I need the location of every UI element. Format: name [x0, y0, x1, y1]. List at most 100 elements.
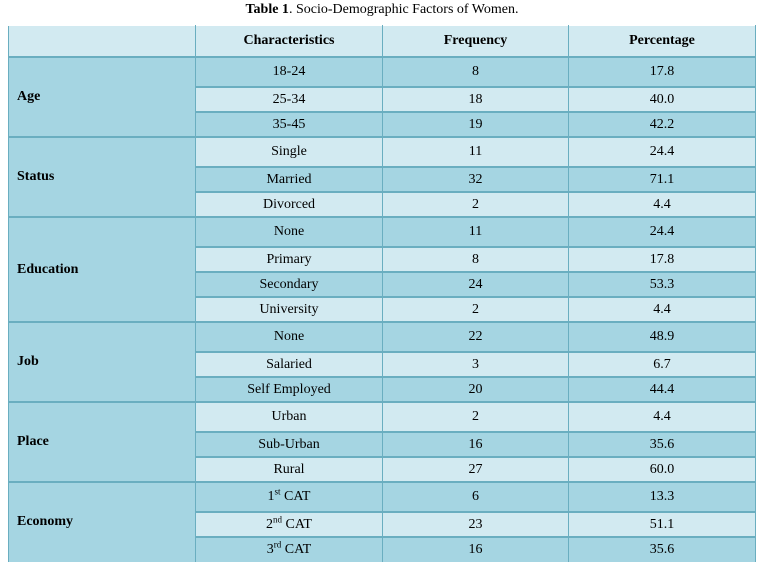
characteristic-cell: Secondary	[195, 271, 383, 298]
table-row: Salaried 3 6.7	[9, 351, 756, 378]
percentage-cell: 51.1	[568, 511, 756, 538]
characteristic-cell: Salaried	[195, 351, 383, 378]
table-body: Age 18-24 8 17.8 25-34 18 40.0 35-45 19 42.2 Statu…	[8, 56, 756, 563]
characteristic-cell: Sub-Urban	[195, 431, 383, 458]
characteristic-cell: 18-24	[195, 56, 383, 88]
group-label: Economy	[8, 481, 196, 563]
percentage-cell: 24.4	[568, 136, 756, 168]
percentage-cell: 17.8	[568, 56, 756, 88]
frequency-cell: 27	[382, 456, 569, 483]
table-row: Sub-Urban 16 35.6	[9, 431, 756, 458]
frequency-cell: 3	[382, 351, 569, 378]
characteristic-suffix-text: CAT	[282, 516, 312, 532]
demographics-table: Characteristics Frequency Percentage Age…	[8, 25, 756, 563]
header-characteristics: Characteristics	[195, 25, 383, 58]
group-label: Age	[8, 56, 196, 138]
table-row: Status Single 11 24.4	[8, 136, 756, 218]
frequency-cell: 16	[382, 536, 569, 563]
header-frequency: Frequency	[382, 25, 569, 58]
caption-text: . Socio-Demographic Factors of Women.	[288, 2, 519, 17]
frequency-cell: 22	[382, 321, 569, 353]
table-row: 2nd CAT 23 51.1	[9, 511, 756, 538]
table-row: University 2 4.4	[9, 296, 756, 323]
percentage-cell: 6.7	[568, 351, 756, 378]
percentage-cell: 42.2	[568, 111, 756, 138]
percentage-cell: 48.9	[568, 321, 756, 353]
percentage-cell: 4.4	[568, 401, 756, 433]
frequency-cell: 2	[382, 401, 569, 433]
frequency-cell: 23	[382, 511, 569, 538]
percentage-cell: 53.3	[568, 271, 756, 298]
characteristic-cell: 35-45	[195, 111, 383, 138]
percentage-cell: 4.4	[568, 296, 756, 323]
characteristic-cell: 3rd CAT	[195, 536, 383, 563]
table-row: Age 18-24 8 17.8	[8, 56, 756, 138]
percentage-cell: 4.4	[568, 191, 756, 218]
frequency-cell: 32	[382, 166, 569, 193]
characteristic-cell: 1st CAT	[195, 481, 383, 513]
percentage-cell: 60.0	[568, 456, 756, 483]
frequency-cell: 2	[382, 296, 569, 323]
percentage-cell: 35.6	[568, 431, 756, 458]
frequency-cell: 8	[382, 246, 569, 273]
percentage-cell: 35.6	[568, 536, 756, 563]
frequency-cell: 2	[382, 191, 569, 218]
ordinal-suffix: st	[274, 486, 281, 497]
characteristic-cell: Primary	[195, 246, 383, 273]
frequency-cell: 6	[382, 481, 569, 513]
percentage-cell: 24.4	[568, 216, 756, 248]
frequency-cell: 20	[382, 376, 569, 403]
characteristic-number: 3	[266, 541, 274, 557]
frequency-cell: 8	[382, 56, 569, 88]
frequency-cell: 19	[382, 111, 569, 138]
table-row: 35-45 19 42.2	[9, 111, 756, 138]
percentage-cell: 40.0	[568, 86, 756, 113]
header-percentage: Percentage	[568, 25, 756, 58]
table-row: 25-34 18 40.0	[9, 86, 756, 113]
characteristic-cell: Married	[195, 166, 383, 193]
characteristic-number: 1	[267, 489, 275, 504]
ordinal-suffix: nd	[273, 513, 283, 524]
header-blank	[8, 25, 196, 58]
frequency-cell: 11	[382, 216, 569, 248]
table-row: Place Urban 2 4.4	[8, 401, 756, 483]
table-row: Education None 11 24.4	[8, 216, 756, 323]
characteristic-cell: Single	[195, 136, 383, 168]
group-label: Job	[8, 321, 196, 403]
characteristic-suffix-text: CAT	[281, 541, 312, 557]
frequency-cell: 24	[382, 271, 569, 298]
table-container: Characteristics Frequency Percentage Age…	[8, 25, 756, 563]
characteristic-number: 2	[266, 516, 274, 532]
group-label: Place	[8, 401, 196, 483]
characteristic-cell: University	[195, 296, 383, 323]
characteristic-cell: None	[195, 216, 383, 248]
characteristic-cell: Divorced	[195, 191, 383, 218]
ordinal-suffix: rd	[273, 539, 282, 550]
frequency-cell: 18	[382, 86, 569, 113]
percentage-cell: 13.3	[568, 481, 756, 513]
characteristic-cell: 25-34	[195, 86, 383, 113]
table-row: Job None 22 48.9	[8, 321, 756, 403]
table-row: Divorced 2 4.4	[9, 191, 756, 218]
characteristic-cell: Rural	[195, 456, 383, 483]
frequency-cell: 11	[382, 136, 569, 168]
percentage-cell: 17.8	[568, 246, 756, 273]
characteristic-cell: Self Employed	[195, 376, 383, 403]
table-row: Rural 27 60.0	[9, 456, 756, 483]
percentage-cell: 71.1	[568, 166, 756, 193]
characteristic-cell: None	[195, 321, 383, 353]
characteristic-cell: Urban	[195, 401, 383, 433]
table-row: 3rd CAT 16 35.6	[9, 536, 756, 563]
table-row: Married 32 71.1	[9, 166, 756, 193]
header-row: Characteristics Frequency Percentage	[8, 25, 756, 58]
percentage-cell: 44.4	[568, 376, 756, 403]
caption-label: Table 1	[245, 2, 289, 17]
group-label: Status	[8, 136, 196, 218]
table-caption: Table 1. Socio-Demographic Factors of Wo…	[0, 0, 764, 20]
table-row: Secondary 24 53.3	[9, 271, 756, 298]
characteristic-cell: 2nd CAT	[195, 511, 383, 538]
characteristic-suffix-text: CAT	[280, 489, 311, 504]
group-label: Education	[8, 216, 196, 323]
table-row: Economy 1st CAT 6 13.3	[8, 481, 756, 563]
frequency-cell: 16	[382, 431, 569, 458]
